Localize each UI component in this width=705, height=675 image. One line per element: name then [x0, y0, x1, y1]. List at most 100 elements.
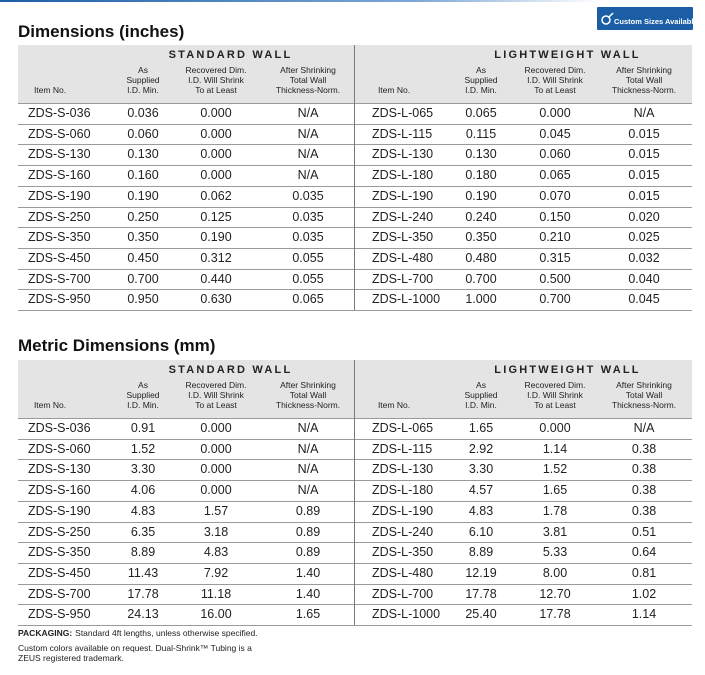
cell: 8.89: [468, 545, 494, 560]
item-no: ZDS-S-036: [28, 106, 91, 120]
column-header: Total Wall: [625, 75, 663, 85]
cell: 1.52: [542, 462, 568, 477]
cell: 0.025: [628, 230, 660, 245]
cell: 12.19: [465, 565, 497, 580]
column-header: After Shrinking: [280, 65, 336, 75]
cell: 0.38: [631, 483, 657, 498]
row-line: [18, 625, 692, 626]
cell: 3.30: [130, 462, 156, 477]
top-rule: [0, 0, 600, 2]
cell: 0.000: [200, 483, 232, 498]
row-line: [18, 185, 692, 187]
group-header: LIGHTWEIGHT WALL: [494, 364, 641, 376]
column-header: After Shrinking: [280, 380, 336, 390]
cell: 0.64: [631, 545, 657, 560]
column-header: I.D. Min.: [127, 85, 159, 95]
item-no: ZDS-S-130: [28, 147, 91, 162]
column-header: As: [138, 380, 148, 390]
cell: 0.035: [292, 209, 324, 224]
cell: 0.000: [200, 126, 232, 141]
row-line: [18, 480, 692, 482]
cell: 0.51: [631, 524, 657, 539]
row-line: [18, 500, 692, 502]
column-header: I.D. Min.: [127, 400, 159, 410]
cell: 0.000: [200, 421, 232, 435]
cell: 2.92: [468, 441, 494, 456]
cell: 0.015: [628, 147, 660, 162]
cell: N/A: [297, 421, 319, 435]
footer-note: ZEUS registered trademark.: [18, 653, 124, 663]
badge: Custom Sizes Available: [597, 7, 698, 30]
column-header: I.D. Will Shrink: [527, 75, 583, 85]
cell: 0.125: [200, 209, 232, 224]
cell: 3.30: [468, 462, 494, 477]
cell: 0.062: [200, 188, 232, 203]
row-line: [18, 438, 692, 440]
cell: 0.89: [295, 524, 321, 539]
cell: N/A: [297, 462, 319, 477]
cell: 1.14: [631, 607, 657, 622]
cell: N/A: [297, 106, 319, 120]
cell: 0.190: [200, 230, 232, 245]
cell: 0.700: [539, 292, 571, 307]
column-header: Supplied: [126, 390, 160, 400]
item-no: ZDS-S-350: [28, 230, 91, 245]
column-header: Recovered Dim.: [524, 65, 586, 75]
column-header: To at Least: [195, 85, 237, 95]
column-header: As: [138, 65, 148, 75]
cell: 1.14: [542, 441, 568, 456]
cell: 0.045: [628, 292, 660, 307]
cell: 0.035: [292, 188, 324, 203]
cell: 0.000: [200, 106, 232, 120]
item-no: ZDS-L-130: [372, 147, 434, 162]
item-no: ZDS-L-190: [372, 188, 434, 203]
cell: 1.57: [203, 503, 229, 518]
cell: 0.210: [539, 230, 571, 245]
column-header: As: [476, 65, 486, 75]
cell: 1.65: [542, 483, 568, 498]
cell: 0.250: [127, 209, 159, 224]
item-no: ZDS-L-240: [372, 524, 434, 539]
item-no: ZDS-S-250: [28, 209, 91, 224]
cell: 11.18: [200, 586, 232, 601]
row-line: [18, 459, 692, 461]
cell: 0.312: [200, 250, 232, 265]
cell: N/A: [297, 126, 319, 141]
cell: 25.40: [465, 607, 497, 622]
item-no: ZDS-S-700: [28, 271, 91, 286]
cell: 0.89: [295, 503, 321, 518]
row-line: [18, 165, 692, 167]
item-no: ZDS-S-190: [28, 503, 91, 518]
column-header: I.D. Min.: [465, 400, 497, 410]
column-header: To at Least: [195, 400, 237, 410]
cell: 6.10: [468, 524, 494, 539]
row-line: [18, 542, 692, 544]
row-line: [18, 123, 692, 125]
cell: 0.015: [628, 126, 660, 141]
cell: 0.036: [127, 106, 159, 120]
row-line: [18, 310, 692, 311]
group-header: LIGHTWEIGHT WALL: [494, 49, 641, 61]
item-no: ZDS-L-180: [372, 168, 434, 183]
cell: 1.40: [295, 565, 321, 580]
item-no: ZDS-S-060: [28, 126, 91, 141]
cell: 0.350: [465, 230, 497, 245]
column-header: I.D. Will Shrink: [188, 75, 244, 85]
cell: 12.70: [539, 586, 571, 601]
cell: 0.240: [465, 209, 497, 224]
item-no: ZDS-S-950: [28, 292, 91, 307]
cell: 0.032: [628, 250, 660, 265]
badge-icon: [601, 12, 614, 25]
cell: 4.83: [468, 503, 494, 518]
row-line: [18, 206, 692, 208]
cell: 0.480: [465, 250, 497, 265]
row-line: [18, 562, 692, 564]
cell: 0.115: [465, 126, 497, 141]
column-header: Supplied: [464, 390, 498, 400]
row-line: [18, 144, 692, 146]
item-no: ZDS-S-160: [28, 483, 91, 498]
column-header: I.D. Min.: [465, 85, 497, 95]
cell: 1.65: [468, 421, 494, 435]
column-header: Recovered Dim.: [185, 65, 247, 75]
